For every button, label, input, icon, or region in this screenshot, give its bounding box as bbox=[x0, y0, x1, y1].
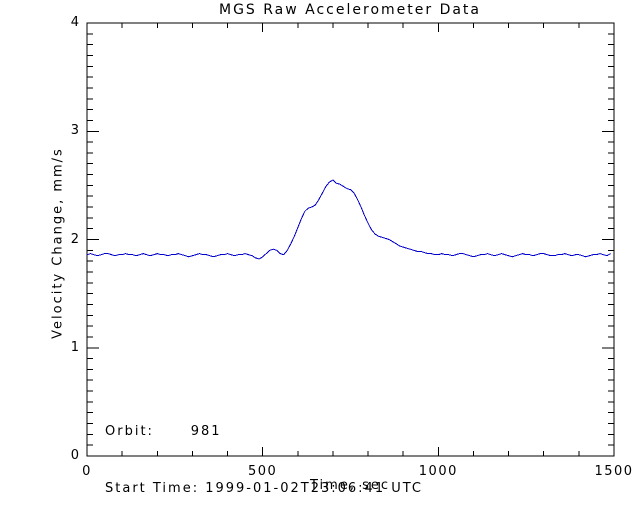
plot-box bbox=[86, 22, 615, 457]
x-tick-label: 0 bbox=[82, 464, 92, 479]
x-tick-label: 1500 bbox=[594, 464, 634, 479]
y-tick-label: 0 bbox=[70, 448, 80, 463]
data-line-velocity_change_mm_s bbox=[86, 179, 611, 260]
chart-title: MGS Raw Accelerometer Data bbox=[218, 2, 482, 18]
x-tick-label: 500 bbox=[247, 464, 278, 479]
annotation-orbit: Orbit: 981 bbox=[105, 424, 222, 439]
annotation-block: Orbit: 981 Start Time: 1999-01-02T23:06:… bbox=[105, 384, 423, 512]
x-tick-label: 1000 bbox=[418, 464, 458, 479]
y-tick-label: 2 bbox=[70, 231, 80, 247]
y-tick-label: 1 bbox=[70, 339, 80, 355]
y-tick-label: 3 bbox=[70, 123, 80, 139]
y-tick-label: 4 bbox=[70, 15, 80, 30]
annotation-start-time: Start Time: 1999-01-02T23:06:41 UTC bbox=[105, 481, 423, 496]
x-axis-title: Time, sec bbox=[310, 478, 390, 493]
